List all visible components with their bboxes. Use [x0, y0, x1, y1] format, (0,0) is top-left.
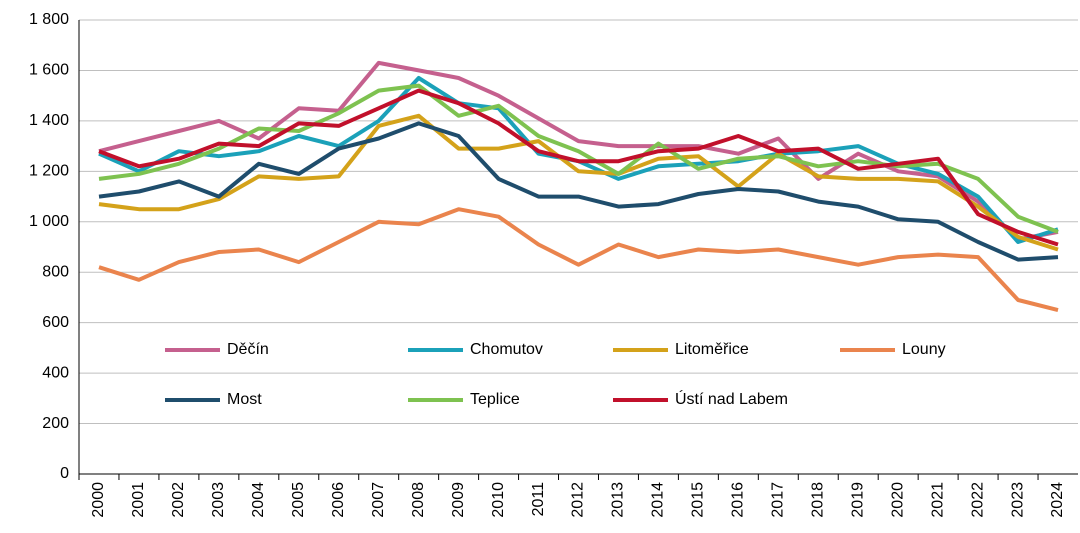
- x-tick-label: 2017: [770, 482, 787, 518]
- y-tick-label: 800: [42, 263, 69, 280]
- x-tick-label: 2024: [1049, 482, 1066, 518]
- series-line: [98, 207, 1059, 313]
- x-tick-label: 2004: [250, 482, 267, 518]
- y-tick-label: 1 000: [29, 213, 69, 230]
- y-tick-label: 0: [60, 465, 69, 482]
- x-tick-label: 2006: [330, 482, 347, 518]
- y-tick-label: 400: [42, 364, 69, 381]
- series-line: [98, 83, 1059, 234]
- x-tick-label: 2011: [530, 482, 547, 517]
- x-tick-label: 2013: [610, 482, 627, 518]
- x-tick-label: 2018: [809, 482, 826, 518]
- x-tick-label: 2015: [690, 482, 707, 518]
- y-tick-label: 200: [42, 415, 69, 432]
- series-line: [98, 60, 1059, 242]
- legend-label: Děčín: [227, 341, 269, 358]
- x-tick-label: 2000: [90, 482, 107, 518]
- x-tick-label: 2009: [450, 482, 467, 518]
- x-tick-label: 2005: [290, 482, 307, 518]
- legend-label: Louny: [902, 341, 946, 358]
- y-tick-label: 1 200: [29, 163, 69, 180]
- series-line: [98, 113, 1059, 252]
- x-tick-label: 2010: [490, 482, 507, 518]
- x-tick-label: 2008: [410, 482, 427, 518]
- y-tick-label: 1 400: [29, 112, 69, 129]
- x-tick-label: 2023: [1009, 482, 1026, 518]
- x-tick-label: 2002: [170, 482, 187, 518]
- legend-label: Teplice: [470, 391, 520, 408]
- y-tick-label: 600: [42, 314, 69, 331]
- legend-label: Litoměřice: [675, 341, 749, 358]
- y-tick-label: 1 800: [29, 11, 69, 28]
- x-tick-label: 2007: [370, 482, 387, 518]
- series-line: [98, 121, 1059, 262]
- legend-label: Most: [227, 391, 262, 408]
- x-tick-label: 2012: [570, 482, 587, 518]
- x-tick-label: 2001: [130, 482, 147, 518]
- legend-label: Ústí nad Labem: [675, 389, 788, 408]
- x-tick-label: 2022: [969, 482, 986, 518]
- x-tick-label: 2019: [849, 482, 866, 518]
- x-tick-label: 2021: [929, 482, 946, 518]
- x-tick-label: 2016: [730, 482, 747, 518]
- x-tick-label: 2003: [210, 482, 227, 518]
- x-tick-label: 2014: [650, 482, 667, 518]
- legend-label: Chomutov: [470, 341, 543, 358]
- x-tick-label: 2020: [889, 482, 906, 518]
- series-line: [98, 88, 1059, 247]
- y-tick-label: 1 600: [29, 62, 69, 79]
